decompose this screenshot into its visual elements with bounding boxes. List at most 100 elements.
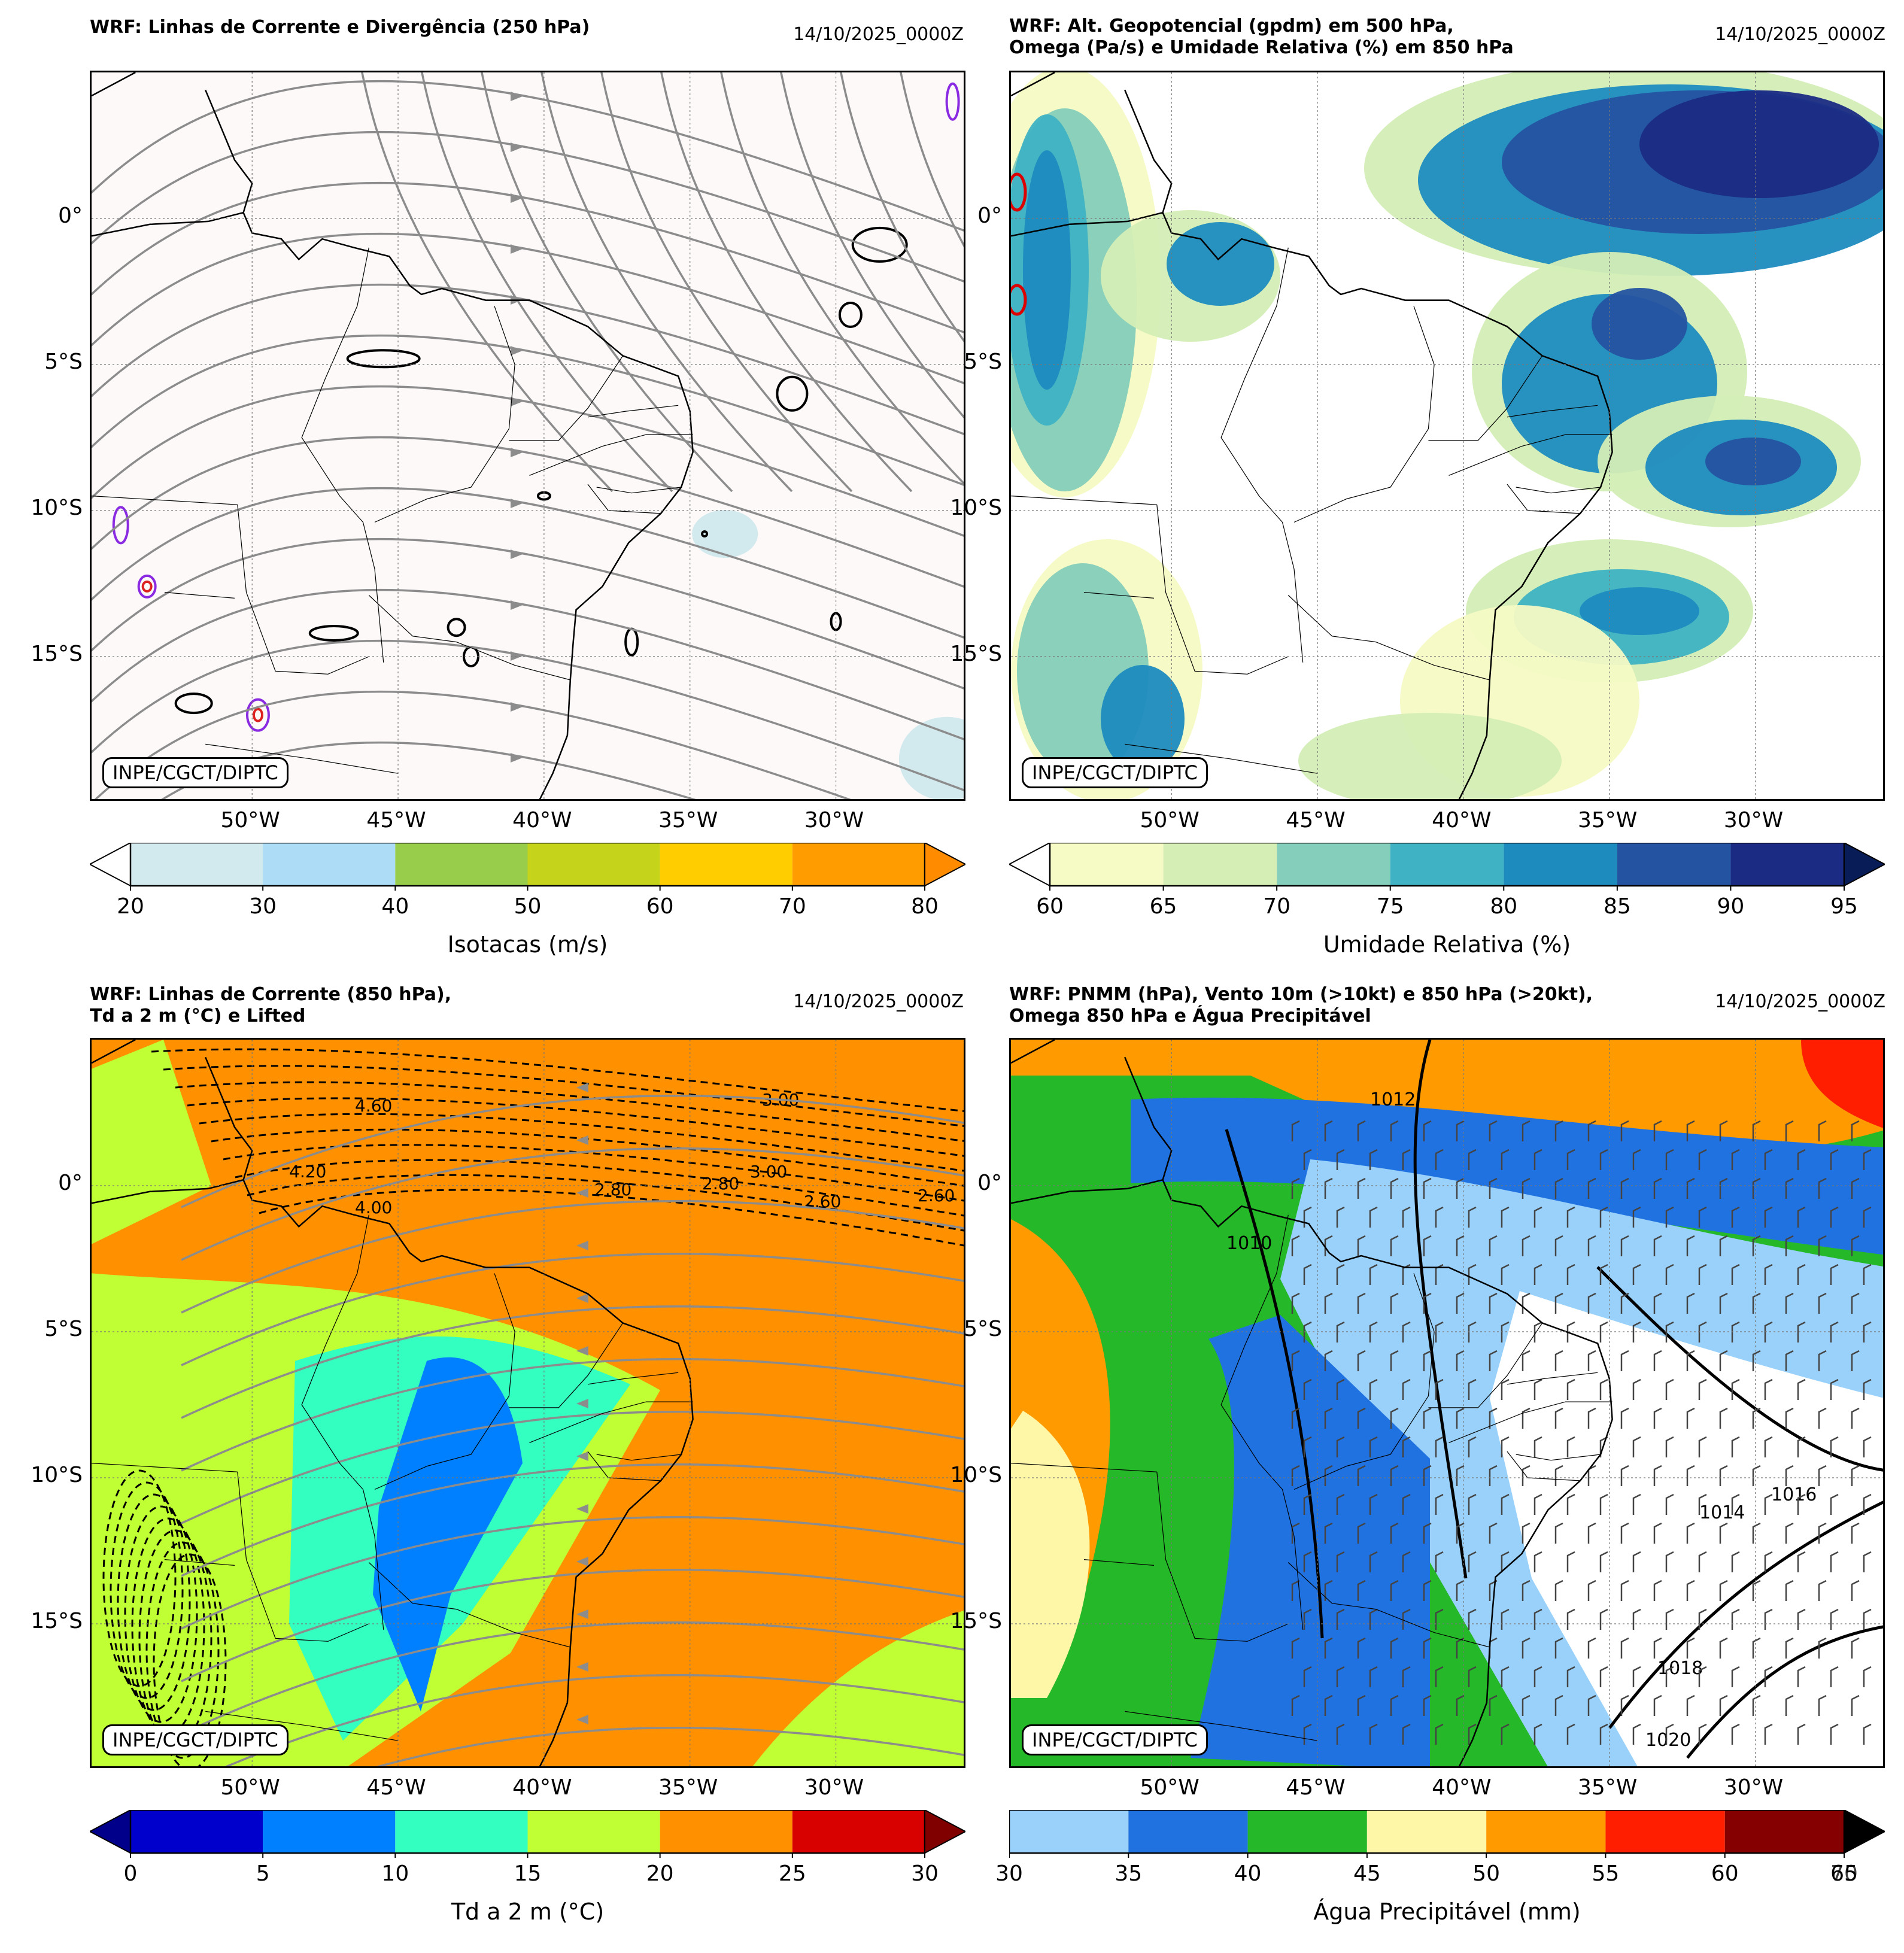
streamline	[92, 385, 964, 537]
convergence-contour	[141, 580, 153, 593]
streamline	[840, 72, 964, 342]
divergence-contour	[838, 302, 863, 329]
colorbar: 30 35 40 45 50 55 60 65 70 Água Precipitável (mm…	[995, 1810, 1885, 1925]
wind-barb	[1599, 1321, 1608, 1343]
wind-barb	[1501, 1378, 1510, 1400]
lon-tick-label: 40°W	[1432, 808, 1492, 833]
state-border	[374, 306, 515, 523]
streamline	[421, 72, 673, 493]
map-area: 1012 1010 1014 1016 1018 1020 INPE/CGCT/DIPTC	[1009, 1038, 1885, 1768]
convergence-contour	[137, 574, 157, 599]
wind-barb	[1423, 1637, 1432, 1659]
lifted-contour	[124, 1505, 198, 1723]
wind-barb	[1863, 1206, 1872, 1228]
wind-barb	[1620, 1350, 1629, 1371]
panel-date: 14/10/2025_0000Z	[793, 24, 964, 45]
wind-barb	[1719, 1522, 1728, 1544]
state-border	[529, 1401, 693, 1443]
wind-barb	[1818, 1694, 1827, 1716]
state-border	[1220, 1214, 1304, 1630]
colorbar-tick-label: 60	[646, 894, 674, 919]
wind-barb	[1357, 1407, 1366, 1429]
humidity-area	[1580, 587, 1699, 635]
wind-barb	[1566, 1436, 1575, 1457]
wind-barb	[1489, 1177, 1498, 1199]
wind-barb	[1390, 1694, 1399, 1716]
isobar-label: 1014	[1699, 1502, 1745, 1523]
state-border	[1428, 356, 1543, 441]
streamline-arrow	[511, 397, 523, 406]
wind-barb	[1632, 1263, 1641, 1285]
lon-tick-label: 30°W	[1723, 1775, 1784, 1800]
streamline-arrow	[576, 1346, 588, 1356]
wind-barb	[1587, 1120, 1596, 1141]
humidity-area	[1705, 438, 1801, 485]
wind-barb	[1291, 1637, 1300, 1659]
wind-barb	[1830, 1149, 1839, 1170]
wind-barb	[1665, 1321, 1674, 1343]
wind-barb	[1402, 1608, 1411, 1630]
streamline-arrow	[511, 244, 523, 254]
streamline	[181, 1358, 964, 1472]
wind-barb	[1785, 1177, 1794, 1199]
streamline-arrow	[511, 753, 523, 763]
wind-barb	[1423, 1407, 1432, 1429]
convergence-contour	[112, 506, 129, 545]
wind-barb	[1653, 1522, 1662, 1544]
wind-barb	[1489, 1292, 1498, 1314]
wind-barb	[1830, 1551, 1839, 1572]
wind-barb	[1818, 1580, 1827, 1601]
wind-barb	[1731, 1321, 1740, 1343]
wind-barb	[1324, 1580, 1333, 1601]
map-area: 4.60 4.20 4.00 3.00 2.80 2.80 3.00 2.60 2.60 INP…	[90, 1038, 965, 1768]
wind-barb	[1554, 1522, 1563, 1544]
wind-barb	[1501, 1436, 1510, 1457]
wind-barb	[1851, 1407, 1860, 1429]
wind-barb	[1731, 1263, 1740, 1285]
wind-barb	[1303, 1436, 1312, 1457]
wind-barb	[1324, 1694, 1333, 1716]
colorbar-tick-label: 60	[1036, 894, 1064, 919]
wind-barb	[1522, 1120, 1531, 1141]
gridlines	[1011, 1040, 1883, 1766]
state-border	[301, 247, 384, 663]
wind-barb	[1291, 1350, 1300, 1371]
lon-tick-label: 35°W	[658, 808, 718, 833]
lifted-contour	[175, 1081, 964, 1142]
lon-tick-label: 50°W	[1140, 1775, 1200, 1800]
streamline-arrow	[576, 1083, 588, 1092]
divergence-contour	[308, 624, 359, 642]
wind-barb	[1620, 1522, 1629, 1544]
lifted-contour	[247, 1174, 964, 1232]
lifted-contours	[102, 1048, 964, 1766]
wind-barb	[1456, 1235, 1465, 1256]
state-border	[509, 1323, 624, 1408]
convergence-contours	[112, 82, 960, 732]
wind-barb	[1489, 1465, 1498, 1486]
wind-barb	[1390, 1465, 1399, 1486]
wind-barb	[1554, 1120, 1563, 1141]
wind-barb	[1533, 1206, 1542, 1228]
wind-barb	[1698, 1263, 1707, 1285]
streamline	[900, 72, 964, 248]
state-border	[1428, 1323, 1543, 1408]
wind-barb	[1566, 1551, 1575, 1572]
streamline-arrow	[576, 1504, 588, 1514]
wind-barb	[1686, 1235, 1695, 1256]
state-border	[1125, 1711, 1318, 1741]
wind-barb	[1830, 1493, 1839, 1515]
lat-tick-label: 10°S	[950, 496, 1002, 520]
wind-barb	[1324, 1522, 1333, 1544]
streamline	[92, 232, 964, 384]
coastline-line	[1011, 1179, 1613, 1766]
wind-barb	[1698, 1321, 1707, 1343]
wind-barb	[1731, 1608, 1740, 1630]
wind-barb	[1303, 1321, 1312, 1343]
streamline	[92, 588, 964, 740]
wind-barb	[1731, 1551, 1740, 1572]
wind-barb	[1390, 1407, 1399, 1429]
streamline	[181, 1516, 964, 1630]
wind-barb	[1369, 1149, 1378, 1170]
wind-barb	[1554, 1407, 1563, 1429]
wind-barb	[1785, 1120, 1794, 1141]
